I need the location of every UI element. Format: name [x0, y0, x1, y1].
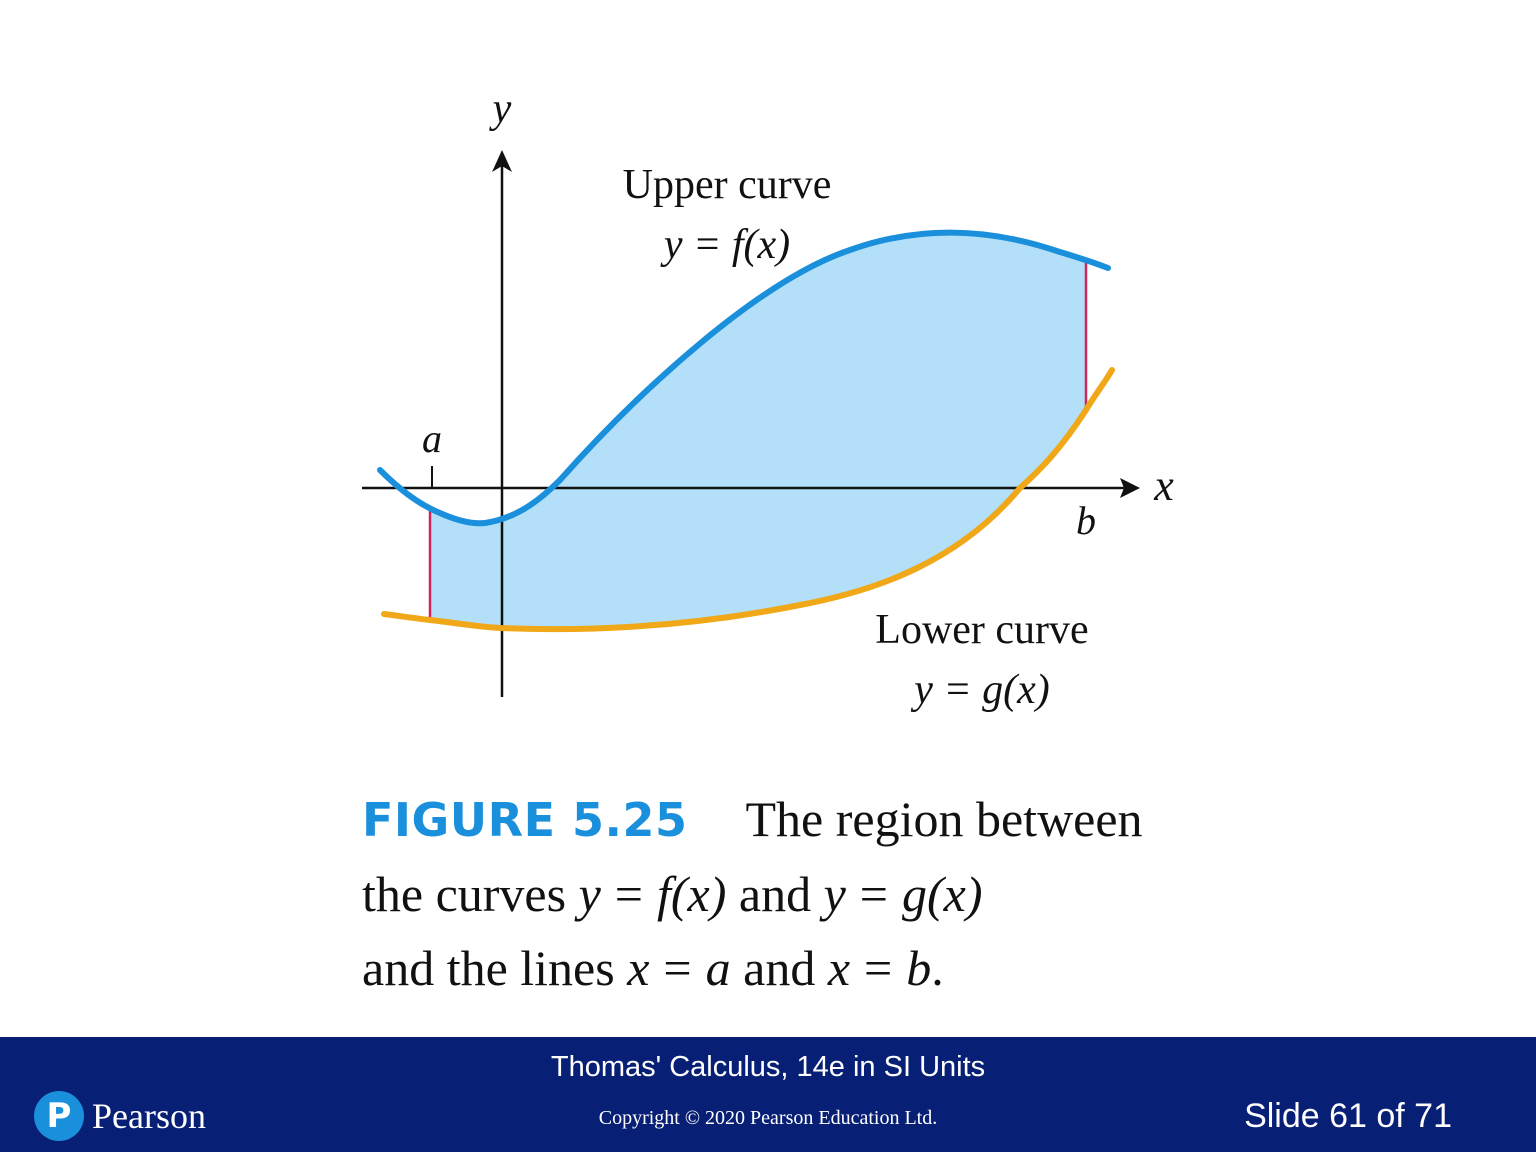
slide-counter: Slide 61 of 71 [1244, 1097, 1452, 1135]
upper-curve [377, 229, 1111, 527]
x-axis-label: x [1153, 461, 1174, 510]
slide-footer: P Pearson Thomas' Calculus, 14e in SI Un… [0, 1037, 1536, 1152]
caption-text-1: The region between [745, 791, 1143, 847]
eq4-rhs: b [906, 940, 932, 996]
eq3-rhs: a [705, 940, 731, 996]
area-between-curves-diagram: y x a b Upper curve y = f(x) Lower curve… [362, 86, 1174, 713]
caption-join-2: and [738, 866, 812, 922]
eq1-lhs: y [578, 866, 601, 922]
caption-period: . [931, 940, 944, 996]
y-axis-label: y [489, 86, 512, 132]
caption-text-3: and the lines [362, 940, 615, 996]
x-axis-arrow [1120, 478, 1140, 498]
pearson-logo-icon: P [34, 1091, 84, 1141]
eq2-op: = [859, 866, 888, 922]
lower-curve [381, 367, 1115, 633]
y-axis-arrow [492, 150, 512, 172]
b-label: b [1076, 498, 1096, 543]
caption-join-3: and [743, 940, 816, 996]
upper-curve-title: Upper curve [623, 162, 832, 208]
pearson-logo-mark: P [46, 1096, 72, 1136]
shaded-region [430, 233, 1086, 630]
eq3-lhs: x [627, 940, 650, 996]
caption-text-2: the curves [362, 866, 567, 922]
eq3-op: = [663, 940, 692, 996]
eq1-rhs: f(x) [656, 866, 727, 922]
caption-line-1: FIGURE 5.25 The region between [362, 782, 1202, 857]
eq2-lhs: y [823, 866, 846, 922]
upper-curve-equation: y = f(x) [660, 222, 790, 268]
caption-line-2: the curves y = f(x) and y = g(x) [362, 857, 1202, 931]
figure-caption: FIGURE 5.25 The region between the curves… [362, 782, 1202, 1005]
lower-curve-title: Lower curve [875, 607, 1088, 653]
caption-line-3: and the lines x = a and x = b. [362, 931, 1202, 1005]
pearson-logo: P Pearson [34, 1089, 206, 1143]
eq4-op: = [864, 940, 893, 996]
figure-label: FIGURE 5.25 [362, 793, 688, 847]
eq1-op: = [614, 866, 643, 922]
a-label: a [422, 416, 442, 461]
lower-curve-equation: y = g(x) [910, 667, 1050, 713]
book-title: Thomas' Calculus, 14e in SI Units [550, 1051, 986, 1083]
eq4-lhs: x [827, 940, 851, 996]
pearson-logo-text: Pearson [92, 1096, 206, 1136]
eq2-rhs: g(x) [901, 866, 983, 922]
copyright-notice: Copyright © 2020 Pearson Education Ltd. [598, 1107, 938, 1129]
